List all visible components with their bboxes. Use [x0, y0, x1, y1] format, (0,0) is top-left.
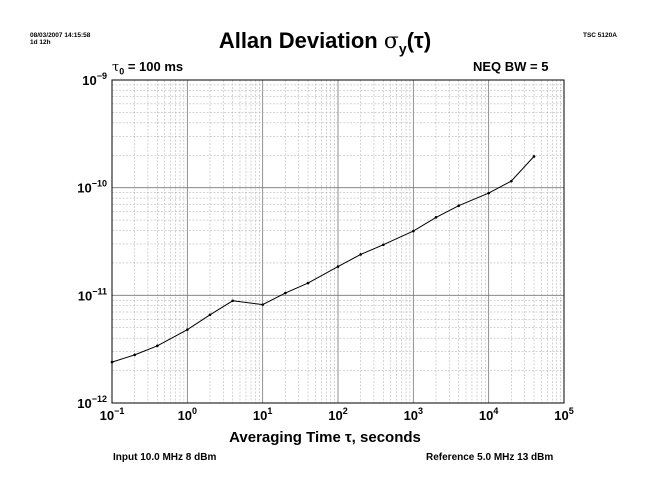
duration-label: 1d 12h	[30, 39, 51, 46]
data-point	[412, 229, 415, 233]
data-point	[457, 204, 460, 207]
data-point	[359, 253, 362, 256]
data-point	[231, 299, 234, 303]
title-argument: (τ)	[406, 28, 432, 53]
tau0-value: = 100 ms	[124, 59, 184, 74]
x-tick-label: 10−1	[100, 406, 125, 423]
data-point	[306, 281, 310, 285]
input-label: Input 10.0 MHz 8 dBm	[113, 452, 217, 463]
data-point	[110, 360, 114, 364]
data-point	[133, 353, 136, 357]
x-tick-label: 103	[404, 406, 423, 423]
y-tick-label: 10−12	[77, 394, 107, 411]
grid	[111, 80, 564, 404]
data-point	[434, 216, 438, 219]
reference-label: Reference 5.0 MHz 13 dBm	[426, 452, 554, 463]
x-tick-labels: 10−1 100 101 102 103 104 105	[100, 406, 574, 423]
x-tick-label: 105	[554, 406, 573, 423]
data-point	[336, 265, 340, 268]
tau0-annotation: τ0 = 100 ms	[112, 59, 183, 77]
chart-title: Allan Deviation σy(τ)	[0, 28, 650, 56]
plot-frame	[111, 79, 565, 404]
y-tick-label: 10−11	[78, 286, 107, 303]
data-point	[510, 179, 513, 183]
title-main: Allan Deviation	[218, 28, 384, 53]
x-tick-label: 104	[479, 406, 498, 423]
title-subscript: y	[398, 40, 407, 57]
y-tick-label: 10−9	[82, 71, 107, 88]
y-tick-label: 10−10	[77, 179, 107, 196]
data-point	[284, 291, 287, 295]
data-point	[487, 191, 490, 195]
title-symbol: σ	[383, 29, 399, 54]
tau-symbol: τ	[112, 60, 120, 75]
data-point	[382, 243, 385, 247]
x-axis-label: Averaging Time τ, seconds	[229, 429, 421, 446]
data-point	[156, 344, 159, 348]
neq-bw-annotation: NEQ BW = 5	[473, 59, 549, 74]
x-tick-label: 100	[178, 406, 197, 423]
y-tick-labels: 10−12 10−11 10−10 10−9	[77, 71, 107, 411]
data-point	[186, 328, 189, 331]
data-point	[208, 313, 212, 317]
series-line	[111, 156, 535, 363]
data-point	[261, 303, 264, 306]
x-tick-label: 102	[328, 406, 347, 423]
instrument-label: TSC 5120A	[583, 32, 617, 39]
timestamp-label: 08/03/2007 14:15:58	[30, 32, 91, 39]
data-points	[110, 155, 536, 364]
x-tick-label: 101	[253, 406, 272, 423]
tau-subscript: 0	[119, 66, 125, 77]
data-point	[532, 155, 536, 158]
